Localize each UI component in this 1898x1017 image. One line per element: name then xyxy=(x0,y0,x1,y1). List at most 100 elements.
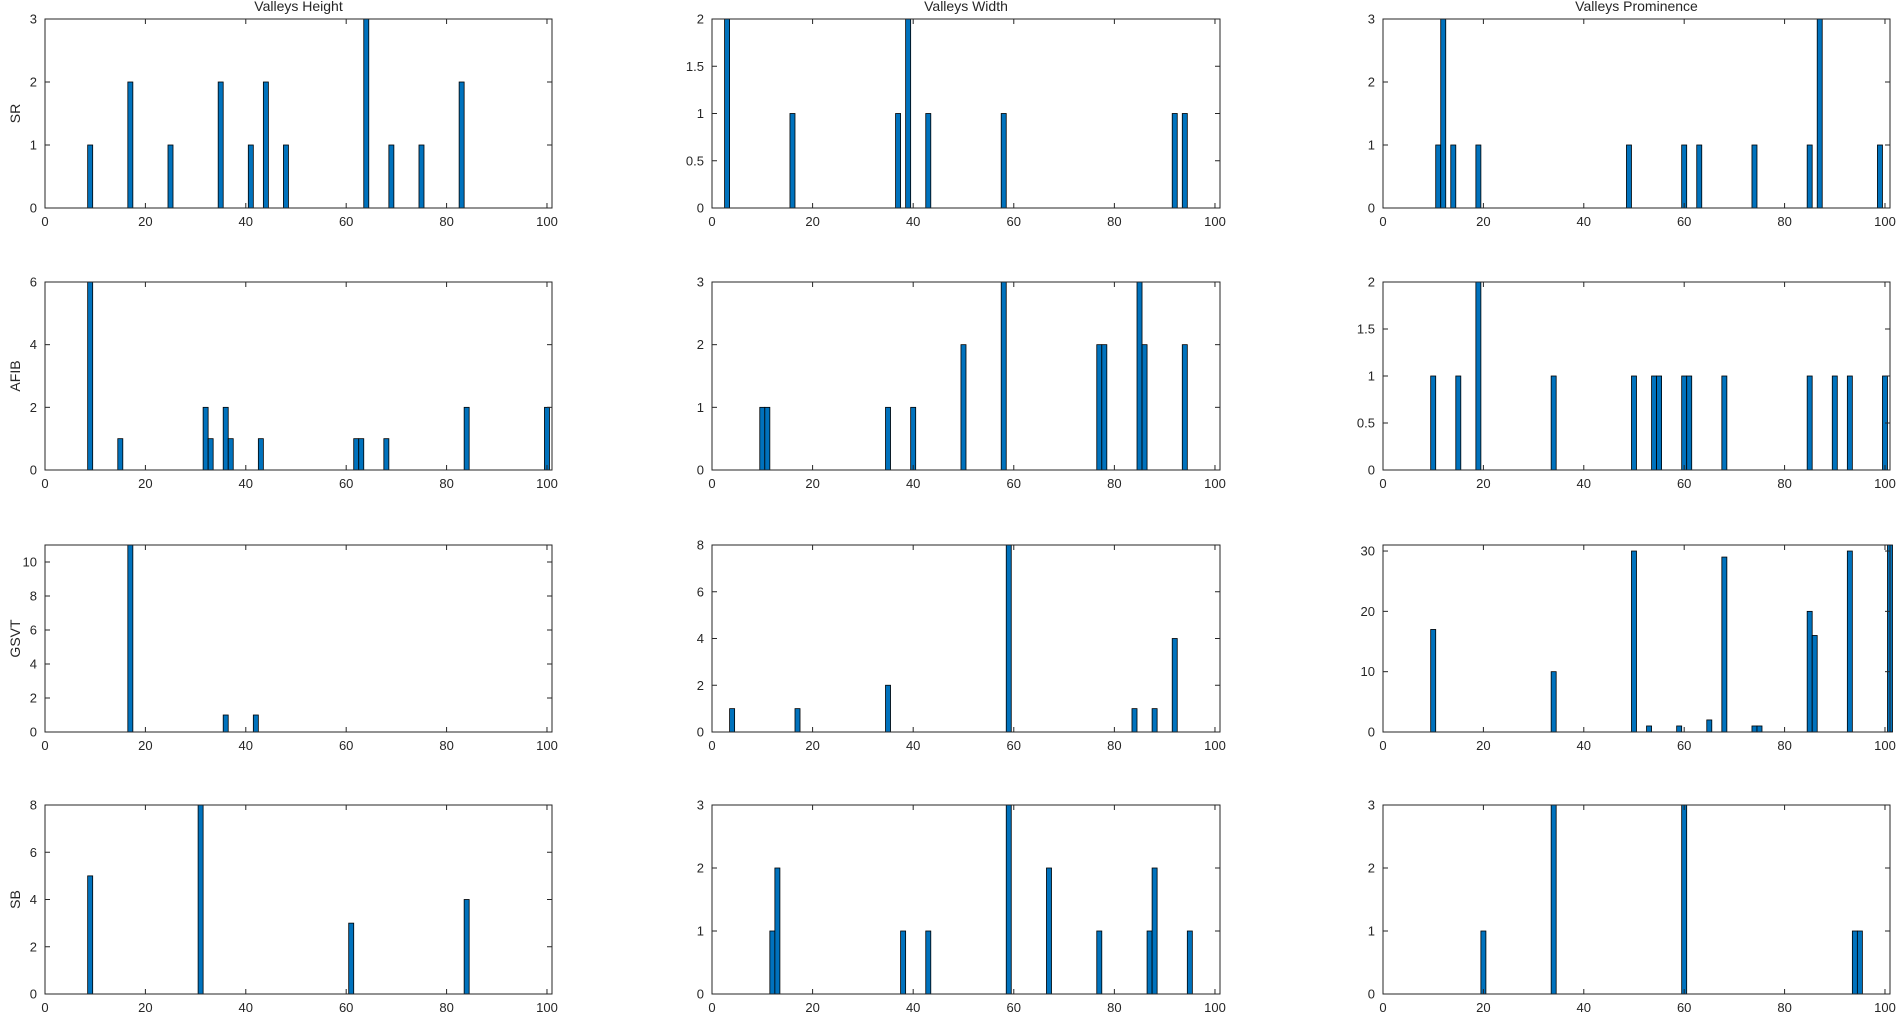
bar xyxy=(1631,375,1637,471)
y-tick-label: 3 xyxy=(697,275,704,290)
bar xyxy=(1756,725,1763,733)
x-tick-label: 40 xyxy=(906,1000,920,1015)
y-tick-label: 2 xyxy=(697,337,704,352)
y-axis-label: AFIB xyxy=(7,360,23,391)
y-tick-label: 3 xyxy=(1368,12,1375,27)
x-tick-label: 0 xyxy=(708,738,715,753)
x-tick-label: 100 xyxy=(1204,214,1226,229)
bar xyxy=(1806,144,1813,209)
x-tick-label: 40 xyxy=(1577,1000,1591,1015)
y-tick-label: 4 xyxy=(697,631,704,646)
bar xyxy=(1136,281,1143,471)
y-tick-label: 2 xyxy=(30,400,37,415)
x-tick-label: 60 xyxy=(339,214,353,229)
x-tick-label: 20 xyxy=(138,1000,152,1015)
x-tick-label: 60 xyxy=(1007,214,1021,229)
y-tick-label: 10 xyxy=(23,555,37,570)
x-tick-label: 60 xyxy=(1677,476,1691,491)
bar xyxy=(544,406,550,471)
y-tick-label: 10 xyxy=(1361,664,1375,679)
bar xyxy=(1626,144,1632,209)
subplot-title: Valleys Prominence xyxy=(1575,0,1698,14)
x-tick-label: 0 xyxy=(41,214,48,229)
bar xyxy=(127,81,134,209)
bar xyxy=(1806,610,1813,733)
x-tick-label: 40 xyxy=(239,1000,253,1015)
x-tick-label: 80 xyxy=(439,214,453,229)
y-tick-label: 0 xyxy=(30,987,37,1002)
bar xyxy=(769,930,776,995)
x-tick-label: 100 xyxy=(536,738,558,753)
x-tick-label: 80 xyxy=(1107,476,1121,491)
y-tick-label: 2 xyxy=(30,75,37,90)
bar xyxy=(87,144,94,209)
y-tick-label: 3 xyxy=(30,12,37,27)
axes-box xyxy=(44,544,553,733)
y-tick-label: 6 xyxy=(697,584,704,599)
bar xyxy=(960,344,967,471)
bar xyxy=(900,930,907,995)
bar xyxy=(774,867,781,995)
subplot-2-0: 0 20 40 60 80 100 0 2 4 6 8 10 GSVT xyxy=(7,544,558,753)
bar xyxy=(885,406,891,471)
axes-box xyxy=(1382,544,1891,733)
x-tick-label: 80 xyxy=(1777,476,1791,491)
y-tick-label: 2 xyxy=(30,691,37,706)
y-axis-label: SR xyxy=(7,104,23,123)
subplot-title: Valleys Width xyxy=(924,0,1008,14)
x-tick-label: 20 xyxy=(805,1000,819,1015)
x-tick-label: 60 xyxy=(1677,738,1691,753)
bar xyxy=(724,18,731,209)
bar xyxy=(247,144,254,209)
bar xyxy=(1721,375,1728,471)
bar xyxy=(1096,930,1103,995)
subplot-3-0: 0 20 40 60 80 100 0 2 4 6 8 SB xyxy=(7,798,558,1016)
bar xyxy=(1646,725,1652,733)
bar xyxy=(1846,550,1853,733)
bar xyxy=(1480,930,1487,995)
x-tick-label: 80 xyxy=(1107,738,1121,753)
bar xyxy=(1681,144,1688,209)
subplot-1-0: 0 20 40 60 80 100 0 2 4 6 AFIB xyxy=(7,275,558,492)
x-tick-label: 60 xyxy=(339,476,353,491)
y-axis-label: SB xyxy=(7,890,23,909)
bar xyxy=(1000,113,1007,209)
subplot-title: Valleys Height xyxy=(254,0,343,14)
y-tick-label: 1 xyxy=(697,106,704,121)
bar xyxy=(1101,344,1108,471)
x-tick-label: 100 xyxy=(1204,476,1226,491)
axes-box xyxy=(711,281,1221,471)
bar xyxy=(1656,375,1662,471)
y-tick-label: 0 xyxy=(30,463,37,478)
x-tick-label: 20 xyxy=(138,214,152,229)
bar xyxy=(1181,113,1188,209)
x-tick-label: 0 xyxy=(41,476,48,491)
bar xyxy=(1686,375,1693,471)
bar xyxy=(1005,804,1012,995)
y-tick-label: 1.5 xyxy=(686,59,704,74)
bar xyxy=(1171,113,1178,209)
bar xyxy=(1475,281,1482,471)
bar xyxy=(1751,144,1758,209)
bar xyxy=(1146,930,1153,995)
bar xyxy=(1151,867,1158,995)
x-tick-label: 100 xyxy=(1874,214,1896,229)
axes-box xyxy=(711,18,1221,209)
bar xyxy=(227,438,234,471)
bar xyxy=(383,438,390,471)
y-tick-label: 1 xyxy=(697,924,704,939)
bar xyxy=(1440,18,1447,209)
bar xyxy=(262,81,269,209)
bar xyxy=(729,708,736,733)
x-tick-label: 80 xyxy=(1777,214,1791,229)
x-tick-label: 80 xyxy=(1107,1000,1121,1015)
y-tick-label: 6 xyxy=(30,623,37,638)
x-tick-label: 80 xyxy=(439,1000,453,1015)
bar xyxy=(794,708,801,733)
y-tick-label: 2 xyxy=(697,12,704,27)
bar xyxy=(207,438,214,471)
bar xyxy=(1550,375,1557,471)
bar xyxy=(353,438,360,471)
axes-box xyxy=(44,18,553,209)
bar xyxy=(463,899,470,995)
